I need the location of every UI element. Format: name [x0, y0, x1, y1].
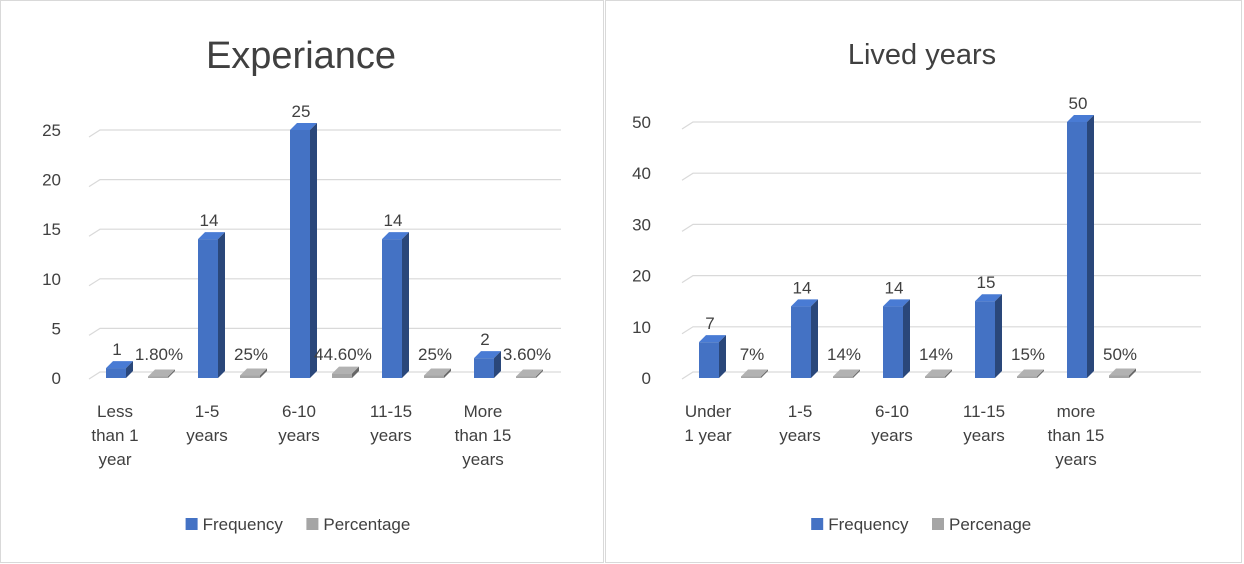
lived-gridline — [681, 275, 1201, 284]
lived-y-tick-label: 0 — [642, 369, 651, 388]
lived-y-tick-label: 40 — [632, 164, 651, 183]
exp-bar-percentage — [332, 366, 359, 378]
exp-data-label: 14 — [200, 211, 219, 230]
exp-bar-percentage — [148, 369, 175, 378]
lived-data-label: 14% — [919, 345, 953, 364]
lived-y-tick-label: 50 — [632, 113, 651, 132]
lived-legend-label: Percenage — [949, 515, 1031, 534]
exp-category-label: 1-5 years — [186, 402, 228, 445]
lived-data-label: 14 — [793, 278, 812, 297]
lived-legend-swatch — [811, 518, 824, 530]
exp-gridline — [88, 228, 561, 237]
exp-bar-frequency — [106, 361, 133, 378]
lived-data-label: 15 — [977, 273, 996, 292]
exp-gridline — [88, 327, 561, 336]
lived-category-label: more than 15 years — [1048, 402, 1105, 469]
exp-bar-percentage — [424, 368, 451, 378]
lived-gridline — [681, 172, 1201, 181]
exp-y-tick-label: 0 — [52, 369, 61, 388]
lived-bar-frequency — [699, 335, 726, 378]
exp-legend-swatch — [185, 518, 198, 530]
exp-data-label: 14 — [384, 211, 403, 230]
exp-y-tick-label: 10 — [42, 270, 61, 289]
exp-category-label: 6-10 years — [278, 402, 320, 445]
lived-category-label: Under 1 year — [684, 402, 732, 445]
lived-bar-frequency — [883, 299, 910, 378]
exp-data-label: 1 — [112, 340, 121, 359]
lived-legend: Frequency Percenage — [811, 515, 1031, 534]
exp-data-label: 44.60% — [314, 345, 372, 364]
lived-bar-percentage — [925, 369, 952, 378]
exp-legend-swatch — [306, 518, 319, 530]
lived-bar-frequency — [1067, 115, 1094, 378]
exp-bar-percentage — [516, 369, 543, 378]
exp-legend-label: Frequency — [203, 515, 284, 534]
lived-legend-label: Frequency — [828, 515, 909, 534]
exp-data-label: 1.80% — [135, 345, 183, 364]
exp-y-tick-label: 15 — [42, 220, 61, 239]
exp-bar-frequency — [290, 123, 317, 378]
lived-bar-frequency — [975, 294, 1002, 378]
exp-y-tick-label: 25 — [42, 121, 61, 140]
exp-data-label: 25% — [234, 345, 268, 364]
lived-legend-swatch — [932, 518, 944, 530]
lived-bar-percentage — [833, 369, 860, 378]
exp-category-label: 11-15 years — [370, 402, 412, 445]
lived-years-chart: Lived years 0 10 20 30 40 50 7 7% Under 1 year 14 14… — [632, 39, 1201, 534]
exp-y-tick-label: 20 — [42, 171, 61, 190]
exp-data-label: 2 — [480, 330, 489, 349]
lived-data-label: 50 — [1069, 94, 1088, 113]
exp-gridline — [88, 129, 561, 138]
lived-gridline — [681, 326, 1201, 335]
exp-y-tick-label: 5 — [52, 319, 61, 338]
exp-data-label: 25 — [292, 102, 311, 121]
exp-bar-frequency — [198, 232, 225, 378]
lived-category-label: 6-10 years — [871, 402, 913, 445]
lived-bar-percentage — [1109, 368, 1136, 378]
exp-gridline — [88, 278, 561, 287]
lived-chart-title: Lived years — [848, 39, 996, 71]
lived-bar-percentage — [741, 369, 768, 378]
lived-bar-frequency — [791, 299, 818, 378]
lived-category-label: 1-5 years — [779, 402, 821, 445]
exp-chart-title: Experiance — [206, 35, 396, 77]
lived-gridline — [681, 121, 1201, 130]
experience-chart-panel: Experiance 0 5 10 15 20 25 1 1.80% Less than 1 year… — [0, 0, 604, 563]
exp-legend-label: Percentage — [323, 515, 410, 534]
lived-data-label: 14% — [827, 345, 861, 364]
exp-data-label: 3.60% — [503, 345, 551, 364]
lived-data-label: 7% — [740, 345, 765, 364]
lived-y-tick-label: 20 — [632, 267, 651, 286]
exp-bar-frequency — [382, 232, 409, 378]
exp-gridline — [88, 179, 561, 188]
exp-bar-frequency — [474, 351, 501, 378]
exp-legend: Frequency Percentage — [185, 515, 410, 534]
exp-category-label: More than 15 years — [455, 402, 512, 469]
exp-category-label: Less than 1 year — [91, 402, 138, 469]
experience-chart: Experiance 0 5 10 15 20 25 1 1.80% Less than 1 year… — [42, 35, 561, 534]
exp-data-label: 25% — [418, 345, 452, 364]
lived-data-label: 7 — [705, 314, 714, 333]
lived-data-label: 15% — [1011, 345, 1045, 364]
lived-bar-percentage — [1017, 369, 1044, 378]
lived-y-tick-label: 30 — [632, 215, 651, 234]
lived-y-tick-label: 10 — [632, 318, 651, 337]
lived-category-label: 11-15 years — [963, 402, 1005, 445]
exp-bar-percentage — [240, 368, 267, 378]
lived-gridline — [681, 223, 1201, 232]
lived-data-label: 14 — [885, 278, 904, 297]
lived-years-chart-panel: Lived years 0 10 20 30 40 50 7 7% Under 1 year 14 14… — [605, 0, 1242, 563]
lived-data-label: 50% — [1103, 345, 1137, 364]
